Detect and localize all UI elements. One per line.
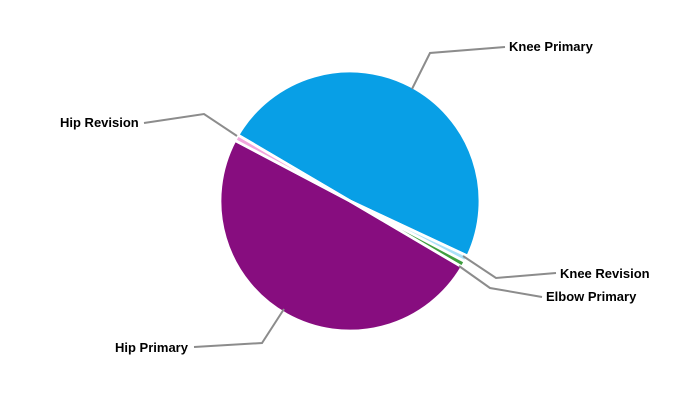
leader-line-knee-revision xyxy=(462,255,557,280)
leader-line-hip-revision xyxy=(143,112,238,137)
pie-label-hip-primary: Hip Primary xyxy=(115,340,188,355)
leader-line-elbow-primary xyxy=(458,265,543,298)
leader-line-hip-primary xyxy=(193,308,285,348)
pie-label-knee-primary: Knee Primary xyxy=(509,39,593,54)
pie-slice-knee-primary[interactable] xyxy=(236,69,482,258)
pie-slice-hip-revision[interactable] xyxy=(233,133,352,203)
pie-label-elbow-primary: Elbow Primary xyxy=(546,289,637,304)
pie-label-knee-revision: Knee Revision xyxy=(560,266,650,281)
leader-line-knee-primary xyxy=(411,46,506,90)
pie-slice-hip-primary[interactable] xyxy=(218,138,464,333)
pie-slices xyxy=(218,69,482,333)
pie-label-hip-revision: Hip Revision xyxy=(60,115,139,130)
leader-lines xyxy=(143,46,557,348)
